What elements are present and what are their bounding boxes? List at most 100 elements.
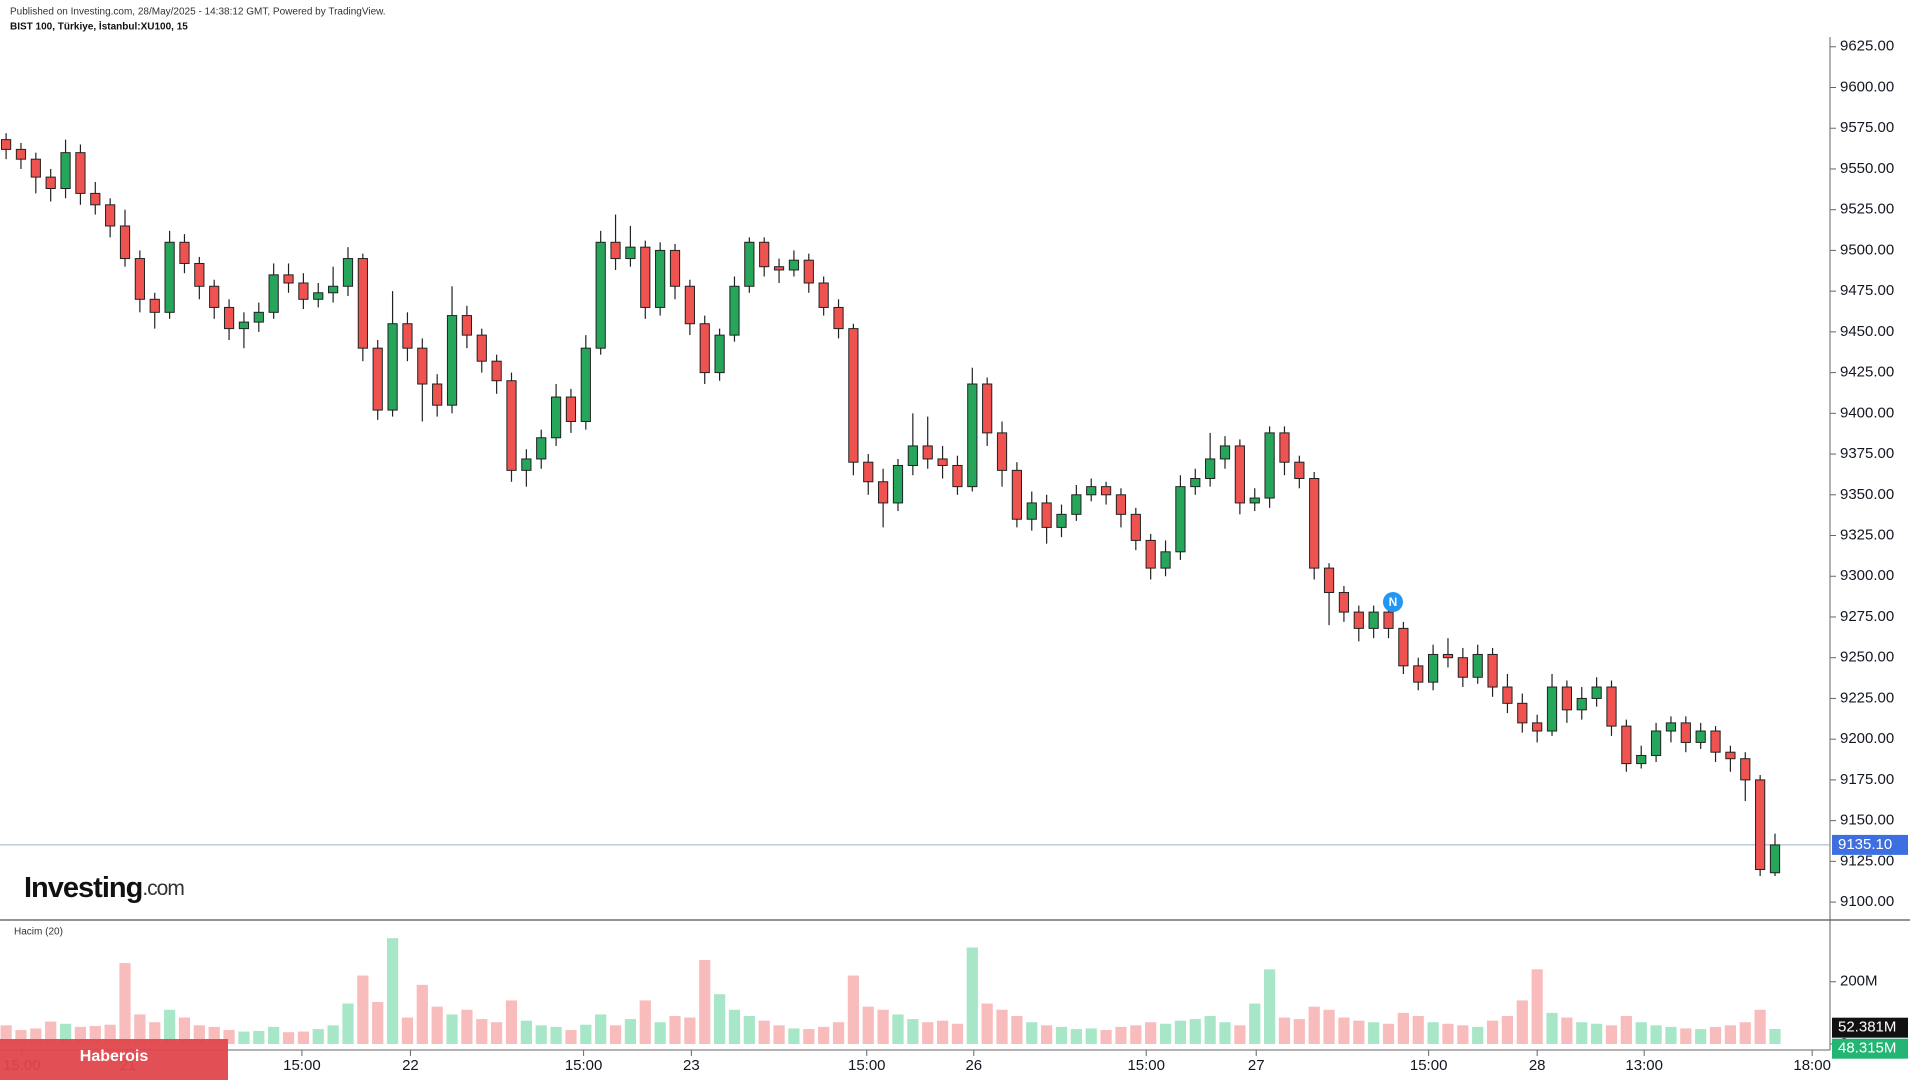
candle-body	[595, 241, 606, 349]
volume-bar	[907, 1019, 919, 1044]
volume-bar	[119, 963, 131, 1044]
candle-body	[75, 152, 86, 194]
volume-bar	[268, 1026, 280, 1044]
candle-body	[1695, 730, 1706, 743]
volume-bar	[1041, 1025, 1053, 1044]
candle-body	[1294, 461, 1305, 480]
candle-body	[536, 437, 547, 460]
volume-bar	[966, 947, 978, 1044]
volume-bar	[862, 1006, 874, 1044]
volume-bar	[1100, 1029, 1112, 1044]
y-tick-label: 9575.00	[1840, 119, 1894, 136]
candle-body	[1502, 686, 1513, 704]
x-tick-label: 28	[1529, 1057, 1546, 1074]
volume-bar	[565, 1029, 577, 1044]
candle-body	[1368, 611, 1379, 629]
y-tick-label: 9400.00	[1840, 404, 1894, 421]
volume-bar	[1189, 1019, 1201, 1044]
volume-bar	[238, 1031, 250, 1044]
candle-body	[357, 258, 368, 349]
candle-body	[342, 258, 354, 287]
volume-bar	[1546, 1012, 1558, 1044]
candle-body	[952, 464, 963, 488]
x-tick-label: 27	[1248, 1057, 1265, 1074]
candle-body	[1442, 653, 1454, 659]
candle-body	[1071, 494, 1082, 515]
candle-body	[149, 298, 160, 313]
volume-bar	[847, 975, 859, 1044]
y-tick-label: 9425.00	[1840, 364, 1894, 381]
candle-body	[90, 192, 101, 206]
y-tick-label: 9625.00	[1840, 38, 1894, 55]
volume-bar	[1338, 1017, 1350, 1044]
candle-body	[759, 241, 770, 268]
symbol-label: BIST 100, Türkiye, İstanbul:XU100, 15	[10, 20, 188, 33]
last-price-box	[1832, 834, 1908, 855]
volume-bar	[149, 1022, 161, 1044]
volume-bar	[580, 1024, 592, 1044]
x-tick-label: 15:00	[1127, 1057, 1165, 1074]
published-note: Published on Investing.com, 28/May/2025 …	[10, 7, 386, 18]
volume-bar	[59, 1023, 72, 1044]
candle-body	[1279, 432, 1290, 463]
volume-bar	[178, 1017, 191, 1044]
volume-bar	[535, 1025, 547, 1044]
volume-bar	[1442, 1023, 1454, 1044]
volume-last-box	[1832, 1038, 1908, 1059]
volume-bar	[1085, 1028, 1097, 1044]
candle-body	[223, 306, 235, 330]
candle-body	[1190, 478, 1201, 488]
candle-body	[788, 259, 800, 271]
volume-bar	[1457, 1025, 1469, 1044]
volume-bar	[45, 1021, 57, 1044]
volume-bar	[163, 1009, 176, 1044]
candle-body	[1546, 686, 1558, 732]
candle-body	[253, 311, 264, 323]
candle-body	[1517, 702, 1528, 724]
candle-body	[60, 152, 71, 190]
volume-bar	[1145, 1022, 1157, 1044]
candle-body	[655, 249, 666, 308]
volume-bar	[297, 1031, 309, 1044]
volume-bar	[1011, 1015, 1023, 1044]
volume-bar	[713, 994, 726, 1044]
candle-body	[1413, 665, 1424, 683]
volume-bar	[401, 1017, 414, 1044]
y-tick-label: 9475.00	[1840, 282, 1894, 299]
candle-body	[669, 249, 681, 287]
candle-body	[0, 139, 12, 150]
candle-body	[402, 323, 413, 349]
candle-body	[283, 274, 294, 284]
candle-body	[610, 241, 621, 260]
volume-bar	[386, 938, 399, 1044]
y-tick-label: 9300.00	[1840, 567, 1894, 584]
candle-body	[1755, 779, 1766, 870]
y-tick-label: 9200.00	[1840, 730, 1894, 747]
candle-body	[298, 282, 309, 300]
candle-body	[699, 323, 710, 374]
candle-body	[1026, 502, 1037, 520]
candle-body	[1264, 432, 1275, 499]
y-tick-label: 9225.00	[1840, 689, 1894, 706]
volume-tick-label: 200M	[1840, 973, 1878, 990]
x-tick-label: 22	[402, 1057, 419, 1074]
candle-body	[803, 259, 814, 284]
volume-bar	[1531, 969, 1543, 1044]
volume-bar	[743, 1015, 755, 1044]
candle-body	[1665, 722, 1677, 732]
volume-bar	[1665, 1026, 1677, 1044]
volume-bar	[1234, 1025, 1246, 1044]
volume-bar	[0, 1025, 12, 1044]
candle-body	[744, 241, 755, 287]
volume-bar	[1278, 1017, 1291, 1044]
volume-bar	[89, 1025, 101, 1044]
volume-bar	[30, 1028, 42, 1044]
volume-title: Hacim (20)	[14, 927, 63, 938]
volume-bar	[639, 1000, 651, 1044]
candle-body	[1576, 697, 1587, 711]
volume-bar	[327, 1025, 339, 1044]
y-tick-label: 9150.00	[1840, 812, 1894, 829]
volume-bar	[1219, 1022, 1231, 1044]
